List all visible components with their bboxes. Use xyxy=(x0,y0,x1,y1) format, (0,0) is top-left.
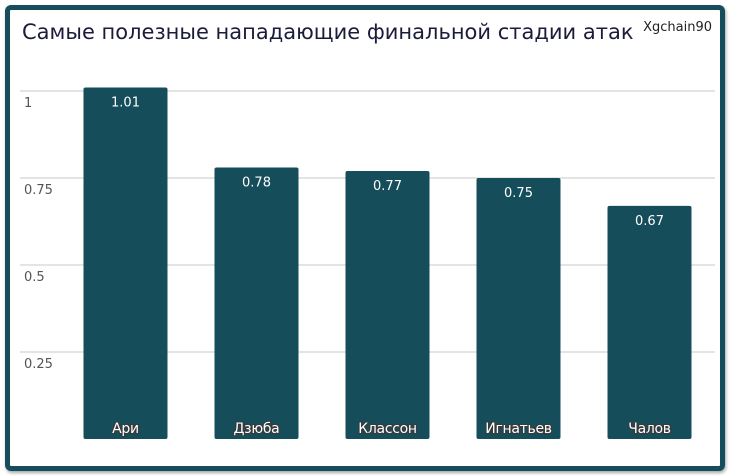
category-label: Игнатьев xyxy=(485,421,551,437)
category-label: Ари xyxy=(112,421,139,437)
bar xyxy=(345,171,430,440)
data-label: 0.78 xyxy=(242,176,271,191)
data-label: 0.77 xyxy=(373,179,402,194)
data-label: 0.75 xyxy=(504,186,533,201)
bar xyxy=(476,178,561,439)
data-label: 0.67 xyxy=(635,214,664,229)
y-tick-label: 0.25 xyxy=(24,357,53,372)
y-tick-label: 1 xyxy=(24,96,32,111)
y-tick-label: 0.75 xyxy=(24,183,53,198)
chart-title: Самые полезные нападающие финальной стад… xyxy=(22,20,634,44)
bar xyxy=(214,167,299,439)
metric-badge: Xgchain90 xyxy=(643,20,712,35)
chart-frame: Самые полезные нападающие финальной стад… xyxy=(5,5,725,471)
data-label: 1.01 xyxy=(111,96,140,111)
category-label: Чалов xyxy=(628,421,670,437)
bar xyxy=(607,205,692,439)
bar xyxy=(83,87,168,440)
category-label: Классон xyxy=(358,421,416,437)
bar-chart: 0.25 0.5 0.75 1 1.01 Ари 0.78 Дзюба 0.77 Классон 0… xyxy=(20,87,715,440)
y-tick-label: 0.5 xyxy=(24,270,45,285)
category-label: Дзюба xyxy=(234,421,280,437)
